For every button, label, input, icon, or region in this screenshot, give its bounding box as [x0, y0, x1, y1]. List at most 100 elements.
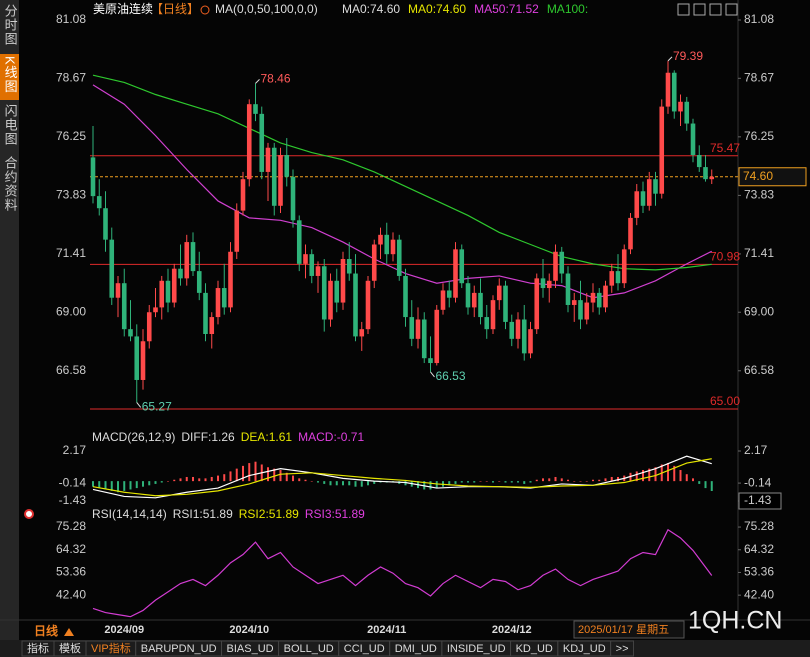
candle-body [284, 154, 290, 177]
y-tick-label-left: 66.58 [56, 363, 86, 377]
tabs: 指标 模板 VIP指标 BARUPDN_UD BIAS_UD BOLL_UD CCI_UD D… [21, 640, 635, 657]
y-tick-label: 81.08 [744, 12, 774, 26]
ma-line [92, 74, 712, 271]
candle-body [146, 312, 152, 342]
macd-bar [329, 481, 332, 486]
candle-body [553, 251, 558, 281]
tab[interactable]: DMI_UD [395, 643, 437, 655]
sidebar-tab[interactable]: 分时图 [3, 4, 18, 46]
candle-body [103, 208, 108, 240]
tab[interactable]: VIP指标 [91, 641, 131, 655]
tab[interactable]: KDJ_UD [563, 643, 606, 655]
macd-bar [279, 470, 282, 482]
ma-params: MA(0,0,50,100,0,0) [215, 2, 318, 16]
tab[interactable]: BIAS_UD [227, 643, 274, 655]
candle-body [303, 254, 308, 264]
macd-bar [592, 479, 594, 482]
macd-bar [123, 481, 126, 491]
icon[interactable] [677, 3, 690, 16]
extreme-label: 79.39 [673, 49, 703, 63]
candle-body [140, 341, 146, 380]
macd-bar [617, 476, 619, 482]
tab[interactable]: INSIDE_UD [447, 643, 506, 655]
macd-bar [267, 467, 269, 482]
macd-bar [604, 478, 607, 482]
macd-bar [185, 476, 188, 482]
candle-body [453, 249, 458, 298]
macd-bar [710, 481, 713, 491]
candle-body [465, 283, 471, 308]
candle-body [153, 307, 158, 313]
sidebar-tab[interactable]: 合约资料 [3, 156, 18, 212]
rsi-legend: RSI(14,14,14) [92, 507, 167, 521]
macd-bar [173, 479, 176, 482]
candle-body [259, 113, 265, 172]
sidebar-tab[interactable]: K线图 [3, 56, 18, 94]
tab[interactable]: BARUPDN_UD [141, 643, 217, 655]
candle-body [221, 288, 227, 308]
tab[interactable]: KD_UD [516, 643, 553, 655]
icon[interactable] [693, 3, 706, 16]
period-button[interactable]: 日线 [34, 623, 58, 638]
ma-legend: MA50:71.52 [474, 2, 539, 16]
macd-bar [517, 481, 519, 483]
macd-legend: DIFF:1.26 [181, 430, 235, 444]
extreme-pointer [430, 371, 435, 378]
candle-body [290, 176, 296, 221]
candle-body [203, 292, 208, 335]
candle-body [209, 317, 215, 335]
settings-icon[interactable] [200, 5, 210, 15]
macd-bar [467, 481, 469, 483]
macd-bar [248, 463, 251, 482]
candle-body [115, 283, 121, 298]
macd-bar [704, 481, 707, 489]
macd-bar [223, 474, 226, 482]
y-tick-label-left: 73.83 [56, 188, 86, 202]
macd-bar [198, 478, 201, 482]
period-arrow[interactable] [64, 628, 74, 636]
tab[interactable]: 指标 [27, 641, 49, 655]
candle-body [584, 302, 590, 320]
candle-body [603, 285, 608, 308]
macd-bar [154, 481, 157, 484]
macd-bar [567, 479, 569, 482]
icon[interactable] [709, 3, 722, 16]
y-tick-label-left: 69.00 [56, 304, 86, 318]
tab[interactable]: 模板 [59, 641, 81, 655]
cursor-date: 2025/01/17 星期五 [578, 623, 669, 636]
tab[interactable]: CCI_UD [344, 643, 385, 655]
macd-bar [142, 481, 144, 487]
candle-body [409, 317, 415, 339]
candle-body [628, 217, 633, 250]
macd-bar [560, 478, 563, 482]
candle-body [646, 179, 652, 206]
candle-body [334, 280, 340, 303]
macd-bar [579, 481, 582, 482]
macd-bar [667, 463, 669, 482]
candle-body [365, 280, 371, 330]
macd-bar [454, 481, 457, 484]
y-tick-label: 73.83 [744, 188, 774, 202]
tab[interactable]: BOLL_UD [284, 643, 334, 655]
candle-body [240, 179, 246, 211]
candle-body [178, 268, 183, 279]
panel-icon[interactable] [24, 509, 34, 519]
macd-bar [685, 474, 688, 482]
icon[interactable] [725, 3, 738, 16]
y-tick-label: -0.14 [744, 475, 772, 489]
candle-body [159, 280, 165, 308]
candle-body [215, 288, 221, 318]
macd-bar [354, 481, 357, 487]
tab[interactable]: >> [616, 643, 629, 655]
tab-box[interactable] [610, 640, 635, 657]
sidebar [0, 0, 19, 640]
price-line-label: 65.00 [710, 394, 740, 408]
macd-bar [404, 481, 407, 486]
macd-bar [435, 481, 438, 489]
candle-body [609, 271, 615, 286]
macd-bar [635, 471, 638, 482]
candle-body [134, 336, 140, 380]
y-tick-label: 53.36 [744, 565, 774, 579]
sidebar-tab[interactable]: 闪电图 [3, 104, 18, 146]
dea-line [92, 458, 712, 497]
